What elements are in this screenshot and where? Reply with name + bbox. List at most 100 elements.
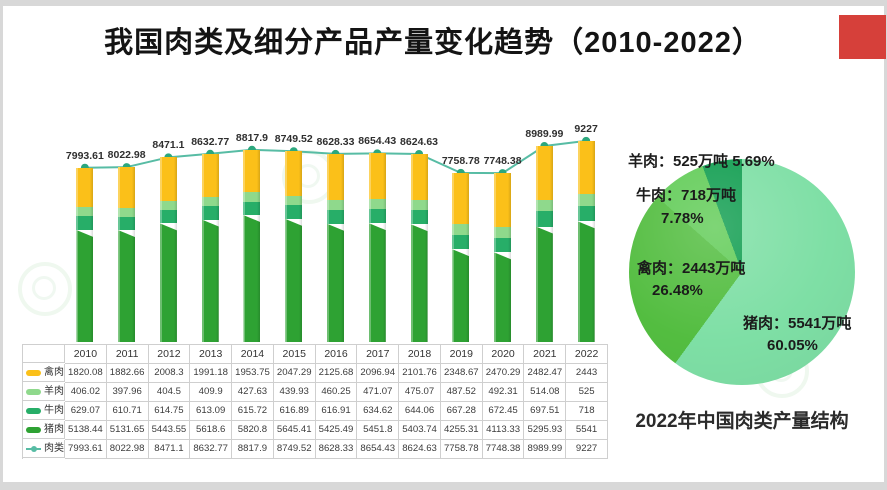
meat-production-trend-chart: 7993.61 8022.98 8471.1 8632.77 8817.9 8749.52… [22, 100, 608, 459]
bar-segment-禽肉 [494, 173, 512, 227]
table-value-cell: 475.07 [399, 383, 441, 402]
legend-cell-羊肉: 羊肉 [23, 383, 65, 401]
table-year-header: 2019 [440, 345, 483, 364]
table-year-header: 2020 [482, 345, 525, 364]
table-value-cell: 667.28 [440, 402, 483, 421]
bar-segment-猪肉 [118, 230, 136, 342]
meat-structure-pie-panel: 羊肉：525万吨 5.69% 牛肉：718万吨 7.78% 禽肉：2443万吨 … [615, 100, 887, 482]
bar-segment-猪肉 [452, 249, 470, 342]
table-year-header: 2013 [190, 345, 233, 364]
table-value-cell: 4255.31 [440, 421, 483, 440]
bar-segment-猪肉 [535, 226, 553, 342]
stacked-bar-2021 [535, 146, 553, 342]
table-year-header: 2015 [273, 345, 316, 364]
stacked-bar-line-plot: 7993.61 8022.98 8471.1 8632.77 8817.9 8749.52… [22, 100, 607, 343]
table-value-cell: 616.89 [273, 402, 316, 421]
stacked-bar-2016 [327, 153, 344, 343]
table-year-header: 2018 [399, 345, 441, 364]
bar-segment-牛肉 [201, 206, 219, 220]
table-year-header: 2012 [148, 345, 191, 364]
bar-segment-禽肉 [76, 167, 94, 208]
bar-segment-羊肉 [535, 200, 553, 212]
table-value-cell: 7993.61 [65, 440, 107, 459]
bar-segment-猪肉 [76, 229, 94, 342]
bar-segment-牛肉 [535, 211, 553, 227]
table-value-cell: 5138.44 [65, 421, 107, 440]
legend-cell-禽肉: 禽肉 [23, 364, 65, 382]
stacked-bar-2017 [368, 153, 386, 342]
bar-segment-禽肉 [327, 153, 344, 201]
pie-label-mutton-pct: 5.69% [732, 153, 775, 170]
table-value-cell: 404.5 [148, 383, 191, 402]
pie-label-mutton-text: 羊肉：525万吨 [628, 153, 729, 170]
total-value-label: 8749.52 [274, 133, 313, 146]
pie-label-mutton: 羊肉：525万吨 5.69% [628, 150, 775, 171]
bar-segment-牛肉 [285, 205, 303, 219]
bar-segment-猪肉 [410, 224, 428, 342]
bar-segment-牛肉 [410, 210, 428, 225]
table-year-header: 2016 [315, 345, 358, 364]
table-value-cell: 614.75 [148, 402, 191, 421]
table-value-cell: 2348.67 [440, 364, 483, 383]
page-title: 我国肉类及细分产品产量变化趋势（2010-2022） [104, 27, 762, 59]
table-value-cell: 397.96 [106, 383, 149, 402]
legend-cell-猪肉: 猪肉 [23, 421, 65, 439]
total-value-label: 8624.63 [400, 135, 439, 148]
bar-segment-羊肉 [494, 226, 512, 238]
bar-segment-牛肉 [243, 201, 261, 216]
bar-segment-羊肉 [368, 199, 386, 210]
table-value-cell: 1882.66 [106, 364, 149, 383]
total-value-label: 8628.33 [316, 135, 355, 148]
table-value-cell: 644.06 [399, 402, 441, 421]
table-value-cell: 5403.74 [399, 421, 441, 440]
table-value-cell: 2482.47 [524, 364, 567, 383]
table-value-cell: 1991.18 [190, 364, 233, 383]
pie-chart [629, 159, 855, 385]
stacked-bar-2010 [76, 167, 94, 343]
table-year-header: 2022 [566, 345, 608, 364]
watermark-icon [18, 262, 72, 316]
bar-segment-禽肉 [159, 157, 177, 202]
bar-segment-猪肉 [243, 215, 261, 342]
table-value-cell: 487.52 [440, 383, 483, 402]
bar-segment-羊肉 [159, 201, 177, 210]
table-value-cell: 427.63 [232, 383, 274, 402]
total-value-label: 8632.77 [191, 135, 230, 148]
stacked-bar-2013 [201, 153, 219, 343]
table-value-cell: 1820.08 [65, 364, 107, 383]
table-value-cell: 5451.8 [357, 421, 400, 440]
table-value-cell: 2125.68 [315, 364, 358, 383]
table-value-cell: 613.09 [190, 402, 233, 421]
bar-segment-羊肉 [201, 197, 219, 207]
table-value-cell: 4113.33 [482, 421, 525, 440]
bar-segment-禽肉 [410, 153, 428, 200]
data-table: 2010 2011 2012 2013 2014 2015 2016 2017 2018 2019… [22, 344, 608, 459]
table-value-cell: 5618.6 [190, 421, 233, 440]
table-value-cell: 8749.52 [273, 440, 316, 459]
table-value-cell: 2096.94 [357, 364, 400, 383]
bar-segment-羊肉 [243, 192, 261, 202]
bar-segment-牛肉 [368, 209, 386, 224]
bar-segment-禽肉 [243, 149, 261, 193]
legend-label: 禽肉 [44, 366, 64, 378]
slide-canvas: 我国肉类及细分产品产量变化趋势（2010-2022） 7993.61 8022.9… [3, 6, 887, 482]
table-value-cell: 5295.93 [524, 421, 567, 440]
total-value-label: 8817.9 [235, 131, 269, 144]
pie-label-beef-pct: 7.78% [661, 210, 704, 227]
total-value-label: 9227 [574, 122, 598, 135]
table-value-cell: 697.51 [524, 402, 567, 421]
table-year-header: 2011 [106, 345, 149, 364]
bar-segment-猪肉 [577, 221, 595, 342]
stacked-bar-2012 [159, 157, 177, 342]
bar-segment-牛肉 [494, 237, 512, 253]
pie-label-poultry-pct: 26.48% [652, 282, 703, 299]
bar-segment-猪肉 [327, 223, 344, 342]
table-value-cell: 8654.43 [357, 440, 400, 459]
table-value-cell: 615.72 [232, 402, 274, 421]
table-value-cell: 492.31 [482, 383, 525, 402]
bar-segment-牛肉 [76, 216, 94, 230]
table-value-cell: 471.07 [357, 383, 400, 402]
pie-shading-overlay [629, 159, 855, 385]
bar-segment-猪肉 [285, 218, 303, 342]
table-value-cell: 5645.41 [273, 421, 316, 440]
